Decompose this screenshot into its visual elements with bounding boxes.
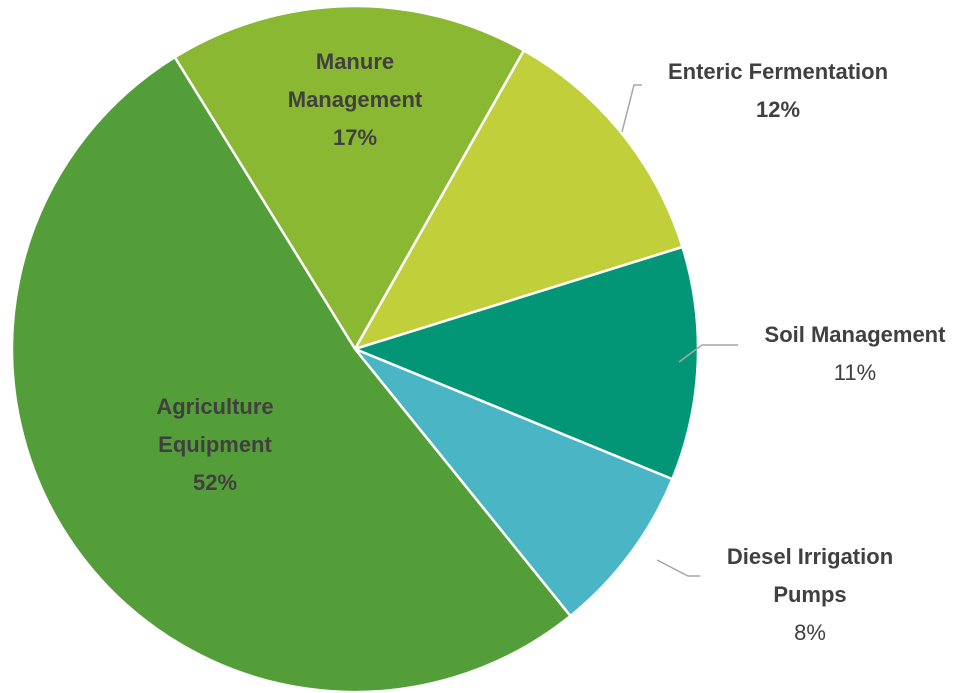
slice-label: Diesel Irrigation Pumps 8% <box>705 538 915 652</box>
pie-slice <box>10 55 573 693</box>
value-label: 8% <box>794 620 826 645</box>
slice-label: Agriculture Equipment 52% <box>130 388 300 502</box>
slice-label: Enteric Fermentation 12% <box>618 53 938 129</box>
value-label: 11% <box>833 360 877 385</box>
leader-line <box>656 559 700 577</box>
value-label: 17% <box>332 125 378 150</box>
category-label: Diesel Irrigation Pumps <box>726 544 894 607</box>
pie-slice <box>352 48 685 352</box>
value-label: 12% <box>755 97 801 122</box>
category-label: Manure Management <box>287 49 423 112</box>
leader-line <box>621 84 642 133</box>
pie-slice <box>173 4 526 352</box>
category-label: Agriculture Equipment <box>156 394 274 457</box>
pie-slice <box>351 245 700 481</box>
slice-label: Manure Management 17% <box>270 43 440 157</box>
slice-label: Soil Management 11% <box>730 316 978 392</box>
category-label: Enteric Fermentation <box>667 59 889 84</box>
category-label: Soil Management <box>764 322 946 347</box>
leader-line <box>678 344 738 363</box>
slices <box>10 4 700 693</box>
pie-slice <box>354 347 674 618</box>
value-label: 52% <box>192 470 238 495</box>
